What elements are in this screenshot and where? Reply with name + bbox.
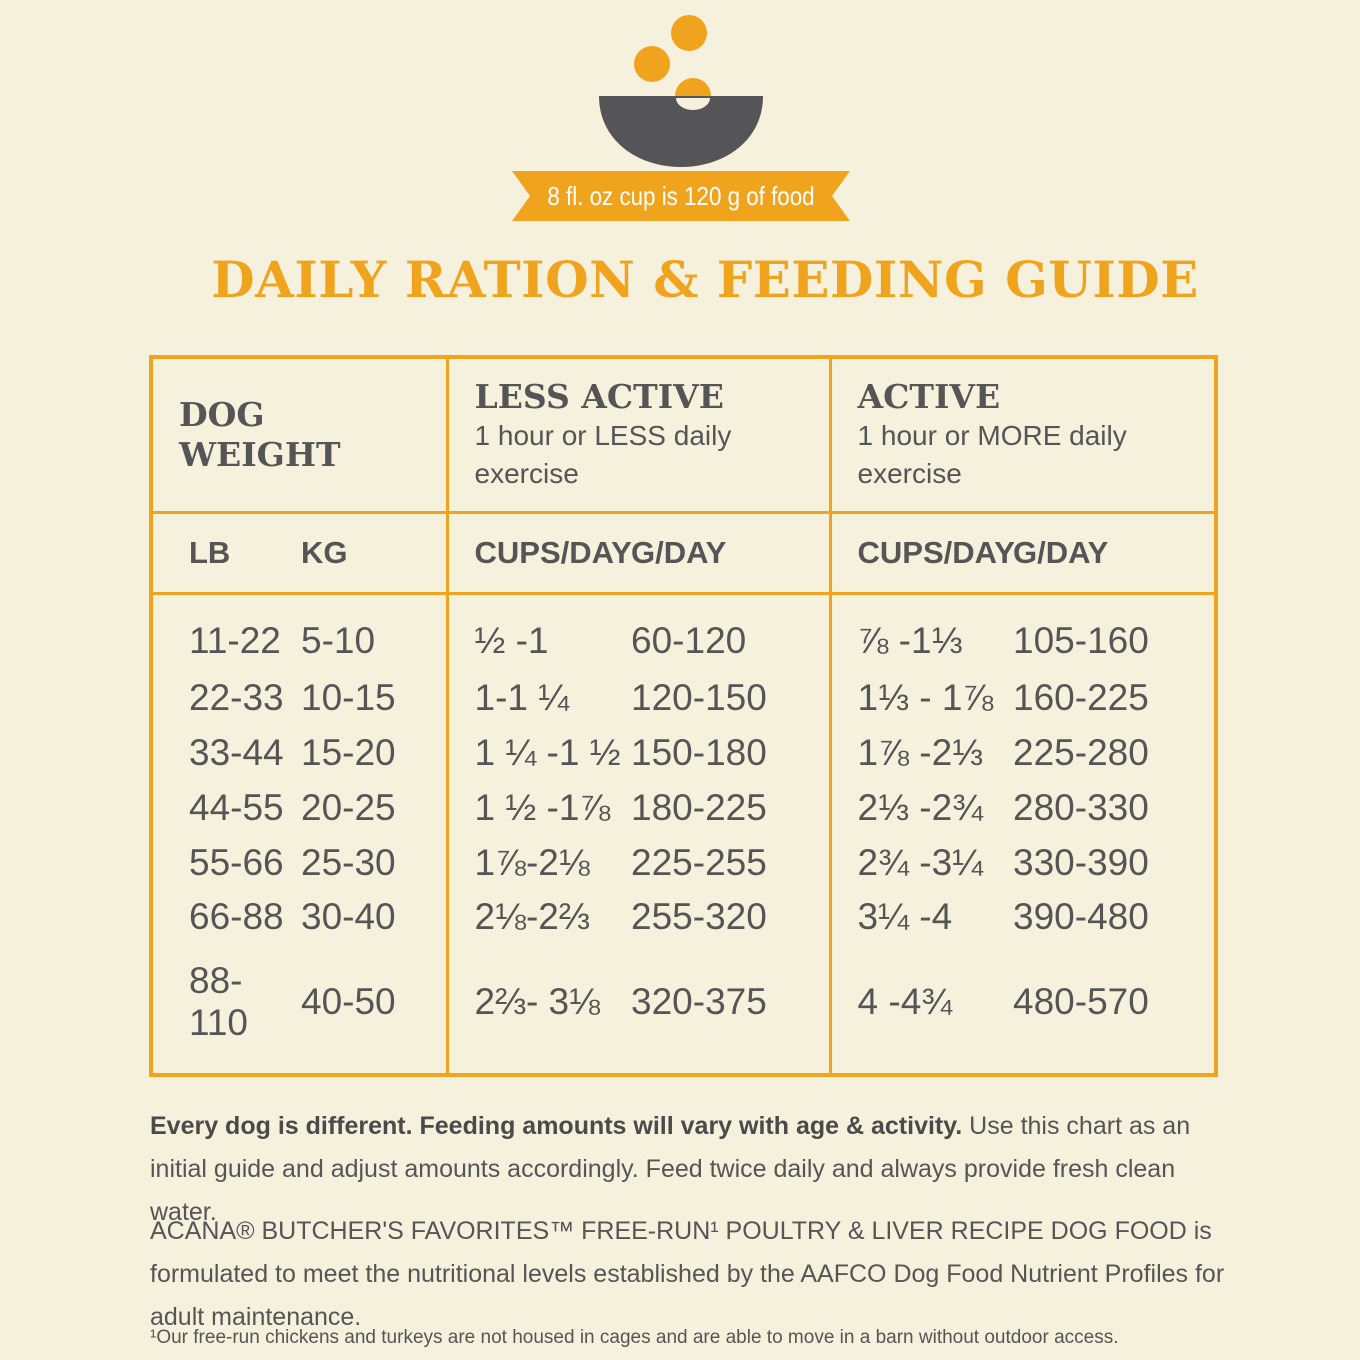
table-cell: 2⅛-2⅔ xyxy=(445,889,632,945)
table-row: 66-88 30-40 2⅛-2⅔ 255-320 3¼ -4 390-480 xyxy=(151,889,1216,945)
table-row: 55-66 25-30 1⅞-2⅛ 225-255 2¾ -3¼ 330-390 xyxy=(151,835,1216,890)
table-cell: 1 ½ -1⅞ xyxy=(445,780,632,836)
table-cell: 320-375 xyxy=(631,980,767,1022)
table-cell: 40-50 xyxy=(301,980,396,1022)
table-cell: 1⅓ - 1⅞ xyxy=(828,671,1014,726)
col-kg: KG xyxy=(301,512,448,595)
table-cell: 60-120 xyxy=(631,620,747,662)
table-cell: ½ -1 xyxy=(445,593,632,672)
table-cell: 15-20 xyxy=(301,732,396,774)
table-cell: 3¼ -4 xyxy=(828,889,1014,945)
page-title: DAILY RATION & FEEDING GUIDE xyxy=(211,250,1199,309)
table-cell: 1⅞-2⅛ xyxy=(445,835,632,890)
feeding-table: DOG WEIGHT LESS ACTIVE 1 hour or LESS da… xyxy=(149,355,1219,1077)
table-cell: 120-150 xyxy=(631,677,767,719)
table-cell: 1-1 ¼ xyxy=(445,671,632,726)
table-cell: 180-225 xyxy=(631,786,767,828)
group-active: ACTIVE 1 hour or MORE daily exercise xyxy=(828,357,1217,515)
table-cell: 160-225 xyxy=(1013,677,1149,719)
table-cell: 20-25 xyxy=(301,786,396,828)
table-cell: 22-33 xyxy=(189,677,284,719)
table-cell: 2⅔- 3⅛ xyxy=(445,944,632,1075)
note-every-dog-bold: Every dog is different. Feeding amounts … xyxy=(150,1112,963,1140)
table-cell: 105-160 xyxy=(1013,620,1149,662)
table-cell: 30-40 xyxy=(301,896,396,938)
table-row: 33-44 15-20 1 ¼ -1 ½ 150-180 1⅞ -2⅓ 225-280 xyxy=(151,725,1216,781)
col-lb: LB xyxy=(151,512,301,595)
table-cell: 2⅓ -2¾ xyxy=(828,780,1014,836)
table-cell: 55-66 xyxy=(189,841,284,883)
table-cell: 225-280 xyxy=(1013,732,1149,774)
col-active-cups: CUPS/DAY xyxy=(828,512,1015,595)
table-cell: 2¾ -3¼ xyxy=(828,835,1014,890)
table-cell: 480-570 xyxy=(1013,980,1149,1022)
footnote: ¹Our free-run chickens and turkeys are n… xyxy=(150,1327,1119,1348)
table-cell: ⅞ -1⅓ xyxy=(828,593,1014,672)
note-every-dog-rest: Use this chart as an initial guide and a… xyxy=(150,1112,1191,1226)
banner-text: 8 fl. oz cup is 120 g of food xyxy=(547,181,815,211)
table-cell: 10-15 xyxy=(301,677,396,719)
table-cell: 150-180 xyxy=(631,732,767,774)
group-dog-weight: DOG WEIGHT xyxy=(151,357,448,515)
table-row: 44-55 20-25 1 ½ -1⅞ 180-225 2⅓ -2¾ 280-330 xyxy=(151,780,1216,836)
table-row: 11-22 5-10 ½ -1 60-120 ⅞ -1⅓ 105-160 xyxy=(151,593,1216,672)
table-row: 88-110 40-50 2⅔- 3⅛ 320-375 4 -4¾ 480-570 xyxy=(151,944,1216,1075)
note-every-dog: Every dog is different. Feeding amounts … xyxy=(150,1105,1230,1234)
table-cell: 390-480 xyxy=(1013,896,1149,938)
table-cell: 88-110 xyxy=(189,959,248,1043)
col-less-grams: G/DAY xyxy=(631,512,831,595)
col-less-cups: CUPS/DAY xyxy=(445,512,632,595)
table-cell: 25-30 xyxy=(301,841,396,883)
table-cell: 33-44 xyxy=(189,732,284,774)
group-less-active: LESS ACTIVE 1 hour or LESS daily exercis… xyxy=(445,357,831,515)
banner-ribbon xyxy=(512,171,850,221)
table-cell: 1⅞ -2⅓ xyxy=(828,725,1014,781)
col-active-grams: G/DAY xyxy=(1013,512,1217,595)
table-cell: 4 -4¾ xyxy=(828,944,1014,1075)
table-cell: 5-10 xyxy=(301,620,376,662)
bowl-with-food-icon xyxy=(599,15,763,167)
table-cell: 1 ¼ -1 ½ xyxy=(445,725,632,781)
table-cell: 225-255 xyxy=(631,841,767,883)
table-cell: 280-330 xyxy=(1013,786,1149,828)
table-cell: 11-22 xyxy=(189,620,281,662)
table-cell: 44-55 xyxy=(189,786,284,828)
table-cell: 330-390 xyxy=(1013,841,1149,883)
table-row: 22-33 10-15 1-1 ¼ 120-150 1⅓ - 1⅞ 160-225 xyxy=(151,671,1216,726)
table-cell: 255-320 xyxy=(631,896,767,938)
note-formulation: ACANA® BUTCHER'S FAVORITES™ FREE-RUN¹ PO… xyxy=(150,1217,1225,1331)
table-cell: 66-88 xyxy=(189,896,284,938)
